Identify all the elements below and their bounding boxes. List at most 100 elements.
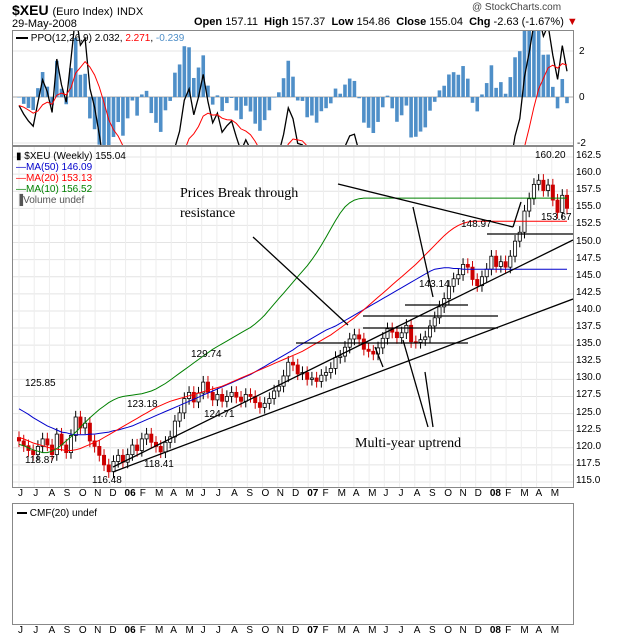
candle — [531, 183, 536, 200]
y-tick-label: 152.5 — [576, 218, 602, 230]
candle — [130, 444, 135, 456]
ppo-hist-bar — [92, 97, 97, 130]
x-tick-label: O — [78, 625, 87, 636]
candle — [352, 334, 357, 340]
line-icon: — — [16, 162, 26, 173]
candle — [45, 438, 50, 446]
ppo-hist-bar — [338, 93, 343, 97]
x-tick-label: M — [550, 488, 560, 499]
annotation-line — [112, 298, 574, 473]
ppo-hist-bar — [319, 97, 324, 112]
candle — [550, 184, 555, 201]
ppo-hist-bar — [149, 97, 154, 114]
candle — [399, 332, 404, 339]
candle — [546, 184, 551, 191]
x-tick-label: J — [33, 488, 39, 499]
ma-line — [18, 197, 567, 454]
candle — [182, 398, 187, 414]
ppo-hist-bar — [78, 74, 83, 97]
ppo-signal-value: 2.271 — [125, 33, 151, 44]
y-tick-label: 117.5 — [576, 457, 601, 469]
ppo-hist-bar — [163, 97, 168, 111]
candle — [324, 372, 329, 376]
index-name: (Euro Index) — [52, 6, 113, 18]
candle — [116, 454, 121, 462]
candle — [215, 394, 220, 401]
ppo-hist-bar — [97, 97, 102, 145]
candle — [498, 261, 503, 267]
ppo-hist-bar — [17, 97, 21, 98]
ppo-hist-bar — [328, 97, 333, 104]
x-tick-label: 08 — [489, 625, 501, 636]
x-tick-label: D — [109, 488, 117, 499]
candle — [560, 194, 565, 213]
ppo-hist-bar — [565, 97, 569, 104]
candle — [59, 433, 64, 446]
candle — [371, 350, 376, 355]
candle — [201, 381, 206, 394]
x-tick-label: A — [170, 488, 177, 499]
ppo-hist-bar — [390, 97, 395, 109]
ppo-hist-bar — [220, 97, 224, 112]
ppo-hist-bar — [272, 97, 276, 98]
ppo-hist-bar — [546, 54, 550, 97]
candle — [177, 412, 182, 422]
ppo-hist-bar — [385, 95, 390, 97]
candle — [418, 339, 423, 343]
candle — [357, 334, 362, 340]
x-tick-label: S — [246, 488, 253, 499]
x-tick-label: O — [444, 488, 452, 499]
x-tick-label: N — [276, 625, 284, 636]
x-tick-label: J — [18, 625, 23, 636]
x-tick-label: N — [94, 625, 102, 636]
ppo-hist-bar — [310, 97, 314, 116]
cmf-legend: CMF(20) undef — [17, 508, 97, 519]
price-panel: ▮ $XEU (Weekly) 155.04 —MA(50) 146.09 —M… — [12, 146, 574, 488]
candle — [106, 464, 111, 473]
ppo-hist-bar — [409, 97, 413, 138]
candle — [135, 444, 140, 451]
ppo-hist-bar — [522, 26, 527, 98]
ppo-tick: 0 — [579, 92, 585, 103]
ppo-hist-bar — [475, 97, 480, 112]
candle — [40, 438, 45, 447]
x-tick-label: N — [459, 488, 467, 499]
candle — [394, 331, 399, 339]
annotation-line — [252, 236, 349, 326]
ppo-hist-bar — [555, 97, 560, 109]
ppo-hist-bar — [182, 46, 187, 97]
watermark: @ StockCharts.com — [472, 2, 562, 13]
x-tick-label: M — [368, 625, 377, 636]
x-tick-label: A — [413, 625, 421, 636]
ppo-hist-bar — [380, 97, 385, 108]
x-tick-label: F — [505, 488, 512, 499]
x-tick-label: D — [292, 625, 300, 636]
candle — [68, 435, 73, 453]
legend-item: ▐Volume undef — [16, 195, 85, 206]
ppo-hist-bar — [262, 97, 267, 121]
x-tick-label: 07 — [307, 488, 319, 499]
x-tick-label: M — [185, 625, 194, 636]
ppo-hist-bar — [541, 54, 546, 97]
price-label: 118.87 — [25, 455, 55, 466]
price-label: 125.85 — [25, 378, 56, 389]
candle — [404, 324, 409, 334]
x-tick-label: M — [520, 488, 529, 499]
candle — [309, 377, 314, 380]
ppo-hist-bar — [88, 97, 92, 119]
ppo-hist-bar — [31, 97, 35, 110]
ppo-hist-bar — [267, 97, 272, 111]
ppo-hist-bar — [456, 74, 461, 97]
ppo-hist-bar — [229, 97, 234, 98]
ppo-hist-bar — [362, 97, 366, 123]
x-tick-label: M — [337, 625, 346, 636]
price-legend: ▮ $XEU (Weekly) 155.04 —MA(50) 146.09 —M… — [16, 151, 126, 206]
ppo-hist-bar — [347, 78, 352, 97]
x-tick-label: N — [276, 488, 284, 499]
x-tick-label: J — [200, 625, 206, 636]
candle — [92, 440, 97, 447]
candle-icon: ▮ — [16, 151, 22, 162]
x-tick-label: J — [383, 625, 389, 636]
candle — [31, 450, 36, 456]
x-tick-label: M — [337, 488, 346, 499]
